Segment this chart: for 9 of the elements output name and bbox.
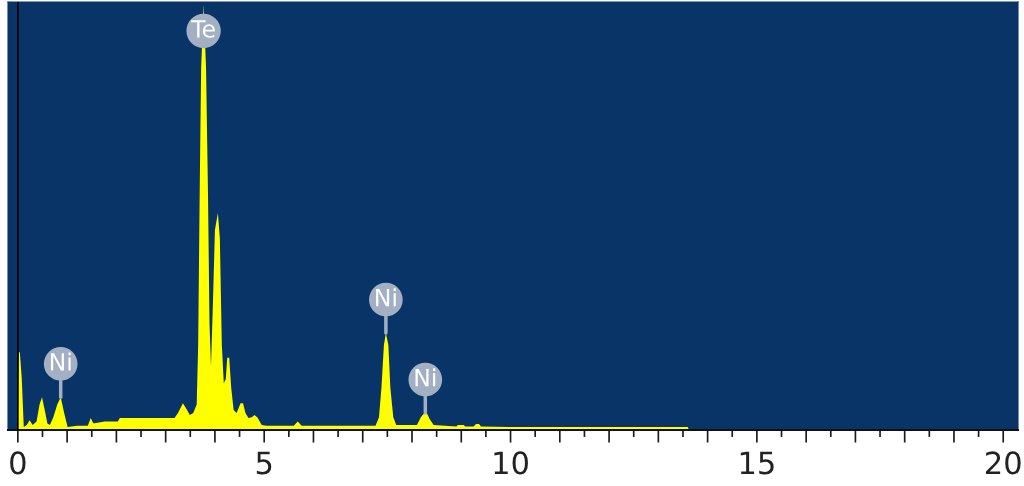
annotation: Ni — [376, 288, 396, 307]
x-tick-label: 0 — [10, 451, 26, 475]
annotation: Te — [191, 20, 215, 38]
annotation: Ni — [415, 368, 436, 387]
x-tick-label: 20 — [986, 451, 1021, 475]
x-tick-label: 5 — [256, 451, 272, 475]
annotation: Ni — [50, 352, 71, 371]
x-tick-label: 10 — [494, 451, 528, 475]
x-tick-label: 15 — [740, 451, 774, 475]
